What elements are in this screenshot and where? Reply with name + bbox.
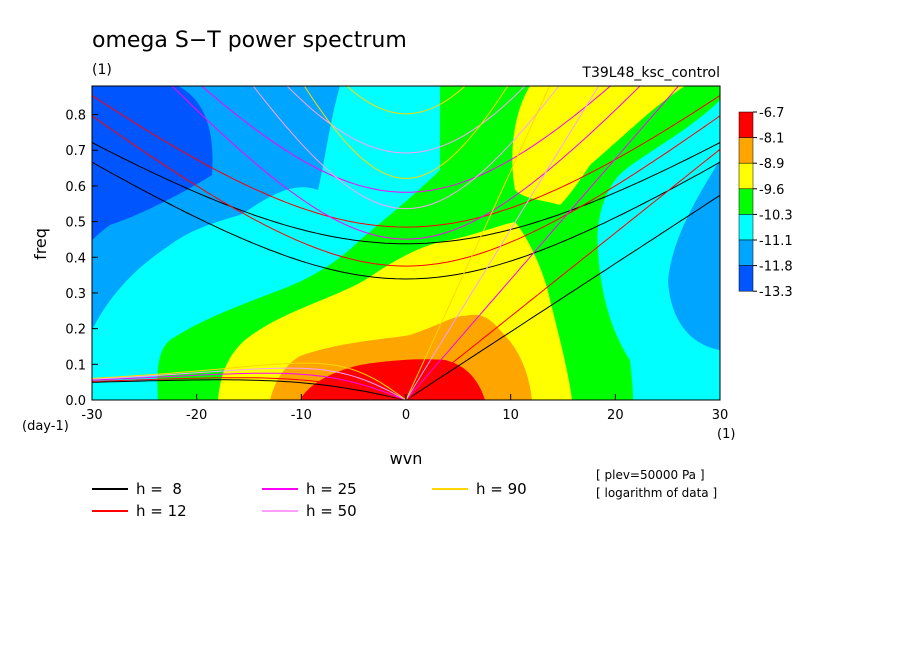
y-tick-label: 0.0 — [65, 394, 86, 409]
gravity-curve — [171, 86, 641, 240]
x-axis-title: wvn — [390, 449, 423, 468]
level-band — [668, 160, 720, 350]
colorbar-swatch — [738, 265, 754, 292]
colorbar-label: -11.8 — [759, 260, 793, 275]
run-label: T39L48_ksc_control — [581, 65, 720, 81]
plev-note: [ plev=50000 Pa ] — [596, 468, 705, 482]
gravity-curve — [252, 86, 560, 210]
level-band — [300, 359, 485, 400]
level-band — [92, 86, 213, 240]
gravity-curve — [346, 86, 466, 115]
y-axis: 0.0 0.1 0.2 0.3 0.4 0.5 0.6 0.7 0.8 — [65, 109, 98, 409]
colorbar-label: -13.3 — [759, 285, 793, 300]
y-tick-label: 0.8 — [65, 109, 86, 124]
y-tick-label: 0.3 — [65, 287, 86, 302]
dispersion-curves — [92, 86, 720, 400]
colorbar-label: -10.3 — [759, 208, 793, 223]
y-tick-label: 0.6 — [65, 180, 86, 195]
legend-label: h = 12 — [136, 502, 187, 520]
legend-label: h = 90 — [476, 480, 527, 498]
x-axis: -30 -20 -10 0 10 20 30 — [81, 394, 728, 423]
level-band — [512, 86, 685, 205]
colorbar-swatch — [738, 214, 754, 241]
gravity-curve — [92, 161, 720, 280]
units-label: (1) — [92, 62, 112, 78]
colorbar-label: -9.6 — [759, 183, 784, 198]
x-tick-label: -20 — [186, 408, 207, 423]
gravity-curve — [303, 86, 509, 179]
gravity-curve — [200, 86, 612, 193]
x-tick-label: 20 — [607, 408, 624, 423]
y-unit-label: (day-1) — [22, 419, 69, 434]
colorbar-label: -6.7 — [759, 106, 784, 121]
colorbar-swatch — [738, 137, 754, 164]
colorbar-swatch — [738, 111, 754, 138]
colorbar: -6.7 -8.1 -8.9 -9.6 -10.3 -11.1 -11.8 -13.3 — [738, 106, 793, 300]
colorbar-swatch — [738, 162, 754, 190]
kelvin-curve — [405, 86, 680, 400]
x-tick-label: 10 — [502, 408, 519, 423]
y-tick-label: 0.7 — [65, 144, 86, 159]
kelvin-curve — [405, 148, 720, 400]
colorbar-swatch — [738, 188, 754, 215]
chart-title: omega S−T power spectrum — [92, 28, 407, 53]
legend: h = 8 h = 12 h = 25 h = 50 h = 90 — [92, 480, 527, 520]
gravity-curve — [286, 86, 526, 154]
x-tick-label: -30 — [81, 408, 102, 423]
y-tick-label: 0.1 — [65, 358, 86, 373]
gravity-curve — [92, 115, 720, 267]
y-tick-label: 0.4 — [65, 251, 86, 266]
colorbar-label: -8.9 — [759, 157, 784, 172]
y-axis-title: freq — [31, 228, 50, 260]
log-note: [ logarithm of data ] — [596, 486, 717, 500]
x-tick-label: 0 — [402, 408, 410, 423]
colorbar-label: -11.1 — [759, 234, 793, 249]
colorbar-swatch — [738, 239, 754, 266]
legend-label: h = 50 — [306, 502, 357, 520]
rossby-curve — [92, 362, 407, 400]
legend-label: h = 25 — [306, 480, 357, 498]
kelvin-curve — [405, 194, 720, 400]
y-tick-label: 0.5 — [65, 216, 86, 231]
kelvin-curve — [405, 86, 551, 400]
x-tick-label: -10 — [291, 408, 312, 423]
gravity-curve — [92, 142, 720, 245]
legend-label: h = 8 — [136, 480, 182, 498]
plot-area — [92, 86, 720, 400]
rossby-curve — [92, 377, 407, 400]
y-tick-label: 0.2 — [65, 323, 86, 338]
colorbar-label: -8.1 — [759, 132, 784, 147]
rossby-curve — [92, 372, 407, 400]
rossby-curve — [92, 379, 407, 400]
x-unit-label: (1) — [717, 427, 735, 442]
kelvin-curve — [405, 86, 600, 400]
x-tick-label: 30 — [712, 408, 729, 423]
rossby-curve — [92, 367, 407, 400]
